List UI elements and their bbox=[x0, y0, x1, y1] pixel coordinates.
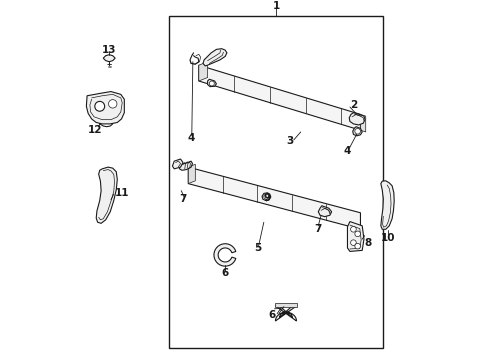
Polygon shape bbox=[179, 161, 192, 170]
Polygon shape bbox=[203, 49, 226, 66]
Text: 6: 6 bbox=[267, 310, 275, 320]
Text: 1: 1 bbox=[272, 1, 279, 11]
Polygon shape bbox=[318, 206, 331, 217]
Polygon shape bbox=[380, 181, 393, 229]
Polygon shape bbox=[103, 55, 115, 62]
Polygon shape bbox=[199, 65, 360, 130]
Polygon shape bbox=[274, 303, 297, 307]
Polygon shape bbox=[347, 221, 363, 251]
Circle shape bbox=[350, 226, 356, 232]
Polygon shape bbox=[275, 306, 296, 321]
Circle shape bbox=[354, 231, 360, 237]
Circle shape bbox=[209, 81, 214, 86]
Text: 4: 4 bbox=[343, 145, 350, 156]
Polygon shape bbox=[172, 159, 183, 169]
Circle shape bbox=[95, 102, 104, 111]
Text: 12: 12 bbox=[88, 125, 102, 135]
Circle shape bbox=[354, 243, 360, 249]
Bar bbox=[169, 16, 383, 348]
Text: 6: 6 bbox=[221, 268, 228, 278]
Text: 5: 5 bbox=[254, 243, 261, 253]
Polygon shape bbox=[262, 193, 270, 201]
Text: 11: 11 bbox=[115, 188, 129, 198]
Circle shape bbox=[264, 194, 268, 199]
Polygon shape bbox=[188, 164, 195, 184]
Text: 8: 8 bbox=[363, 238, 370, 248]
Text: 13: 13 bbox=[102, 45, 116, 55]
Text: 7: 7 bbox=[314, 224, 321, 234]
Circle shape bbox=[108, 100, 117, 108]
Polygon shape bbox=[352, 127, 362, 136]
Polygon shape bbox=[360, 114, 365, 132]
Text: 10: 10 bbox=[380, 233, 394, 243]
Text: 4: 4 bbox=[187, 133, 194, 143]
Polygon shape bbox=[199, 62, 207, 81]
Polygon shape bbox=[86, 91, 124, 124]
Text: 9: 9 bbox=[263, 193, 270, 203]
Circle shape bbox=[354, 129, 360, 134]
Polygon shape bbox=[96, 167, 117, 223]
Polygon shape bbox=[348, 113, 364, 125]
Text: 7: 7 bbox=[179, 194, 186, 204]
Text: 3: 3 bbox=[286, 136, 293, 147]
Text: 2: 2 bbox=[350, 100, 357, 110]
Polygon shape bbox=[214, 244, 235, 266]
Circle shape bbox=[350, 240, 356, 246]
Polygon shape bbox=[207, 79, 216, 87]
Polygon shape bbox=[188, 167, 360, 229]
